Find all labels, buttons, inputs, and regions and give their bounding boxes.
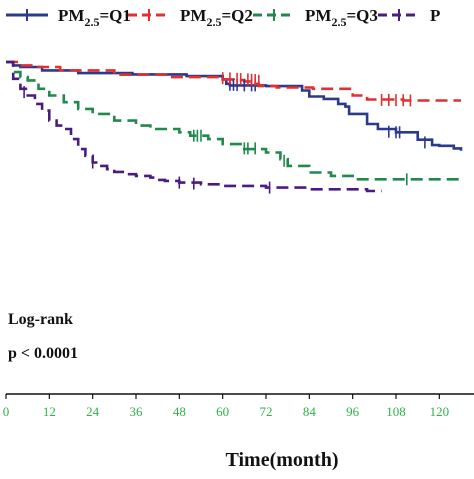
legend: PM2.5=Q1 PM2.5=Q2 PM2.5=Q3 P xyxy=(6,6,440,29)
legend-label: PM2.5=Q1 xyxy=(58,6,131,29)
curve-pm2-5-q3 xyxy=(6,60,461,181)
censor-marks xyxy=(23,72,426,194)
x-tick-label: 12 xyxy=(43,404,56,419)
legend-item-pm2-5-q2: PM2.5=Q2 xyxy=(128,6,253,29)
legend-item-pm2-5-q1: PM2.5=Q1 xyxy=(6,6,131,29)
x-tick-label: 120 xyxy=(430,404,450,419)
legend-item-pm2-5-q3: PM2.5=Q3 xyxy=(253,6,378,29)
x-tick-label: 48 xyxy=(173,404,186,419)
legend-label: P xyxy=(430,6,440,25)
legend-label: PM2.5=Q2 xyxy=(180,6,253,29)
annotation-p-value: p < 0.0001 xyxy=(8,345,78,362)
legend-label: PM2.5=Q3 xyxy=(305,6,378,29)
x-ticks: 0 12 24 36 48 60 72 84 96 108 120 xyxy=(3,394,449,419)
x-tick-label: 60 xyxy=(216,404,229,419)
curve-pm2-5-q4 xyxy=(6,60,382,193)
x-tick-label: 96 xyxy=(346,404,360,419)
annotation-log-rank: Log-rank xyxy=(8,311,73,328)
legend-item-pm2-5-q4: P xyxy=(378,6,440,25)
x-tick-label: 0 xyxy=(3,404,10,419)
x-tick-label: 108 xyxy=(386,404,406,419)
x-tick-label: 24 xyxy=(86,404,100,419)
curve-pm2-5-q1 xyxy=(6,60,463,151)
x-axis-label: Time(month) xyxy=(226,449,339,471)
x-tick-label: 72 xyxy=(260,404,273,419)
x-tick-label: 36 xyxy=(130,404,144,419)
x-tick-label: 84 xyxy=(303,404,317,419)
